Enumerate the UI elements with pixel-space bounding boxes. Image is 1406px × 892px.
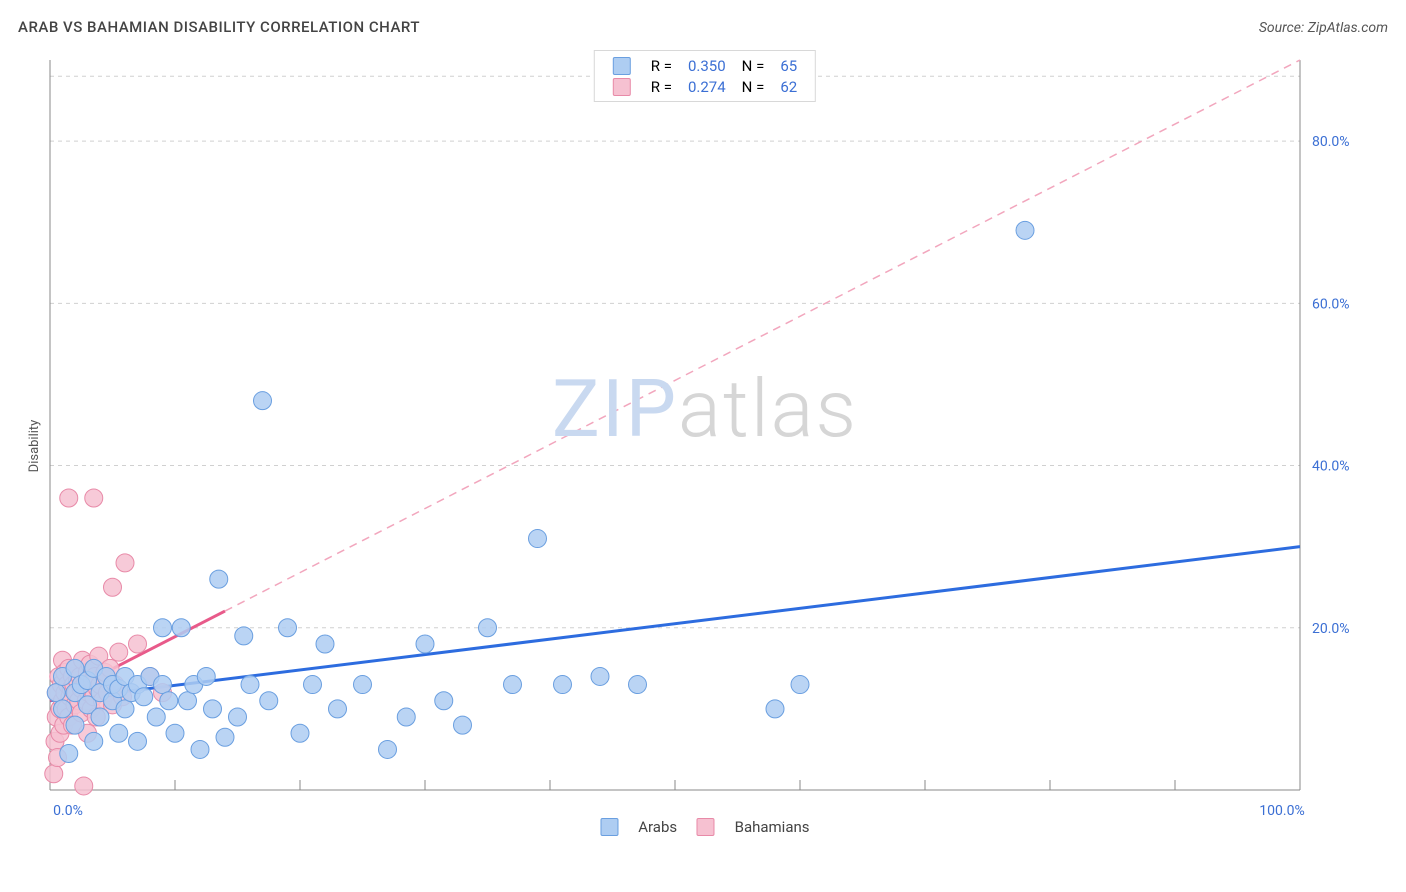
data-point [591,667,609,685]
data-point [116,700,134,718]
legend-swatch-arabs [600,818,618,836]
scatter-plot: ZIPatlas 20.0%40.0%60.0%80.0%0.0%100.0% … [40,50,1370,830]
r-value-arabs: 0.350 [680,55,734,76]
data-point [110,724,128,742]
data-point [216,728,234,746]
data-point [629,676,647,694]
header: ARAB VS BAHAMIAN DISABILITY CORRELATION … [18,18,1388,36]
data-point [154,619,172,637]
data-point [135,688,153,706]
data-point [210,570,228,588]
data-point [75,777,93,795]
data-point [60,745,78,763]
data-point [85,489,103,507]
data-point [116,554,134,572]
data-point [91,708,109,726]
chart-svg: 20.0% 40.0% 60.0% 80.0% 0.0% 100.0% [40,50,1370,830]
data-point [129,732,147,750]
data-point [166,724,184,742]
n-value-arabs: 65 [772,55,805,76]
data-point [110,643,128,661]
data-point [129,635,147,653]
data-point [766,700,784,718]
svg-text:0.0%: 0.0% [53,803,83,819]
data-point [147,708,165,726]
data-point [316,635,334,653]
n-value-bahamians: 62 [772,76,805,97]
data-point [354,676,372,694]
data-point [454,716,472,734]
data-point [291,724,309,742]
legend-row-bahamians: R = 0.274 N = 62 [605,76,805,97]
data-point [304,676,322,694]
svg-text:20.0%: 20.0% [1312,621,1350,637]
data-point [60,489,78,507]
data-point [329,700,347,718]
data-point [397,708,415,726]
legend-row-arabs: R = 0.350 N = 65 [605,55,805,76]
legend-swatch-bahamians [697,818,715,836]
data-point [229,708,247,726]
data-point [154,676,172,694]
data-point [254,392,272,410]
correlation-legend: R = 0.350 N = 65 R = 0.274 N = 62 [594,50,816,102]
data-point [379,740,397,758]
data-point [791,676,809,694]
data-point [179,692,197,710]
data-point [191,740,209,758]
data-point [45,765,63,783]
legend-label-bahamians: Bahamians [735,818,810,836]
svg-text:40.0%: 40.0% [1312,459,1350,475]
data-point [479,619,497,637]
legend-swatch-blue [613,57,631,75]
data-point [172,619,190,637]
data-point [435,692,453,710]
data-point [529,530,547,548]
r-value-bahamians: 0.274 [680,76,734,97]
data-point [104,578,122,596]
series-legend: Arabs Bahamians [592,817,817,836]
chart-title: ARAB VS BAHAMIAN DISABILITY CORRELATION … [18,18,420,36]
svg-text:60.0%: 60.0% [1312,296,1350,312]
data-point [1016,221,1034,239]
data-point [160,692,178,710]
data-point [204,700,222,718]
svg-text:80.0%: 80.0% [1312,134,1350,150]
source-attribution: Source: ZipAtlas.com [1259,20,1388,36]
data-point [54,700,72,718]
data-point [260,692,278,710]
legend-swatch-pink [613,78,631,96]
data-point [85,732,103,750]
legend-label-arabs: Arabs [638,818,677,836]
data-point [554,676,572,694]
data-point [197,667,215,685]
data-point [416,635,434,653]
svg-text:100.0%: 100.0% [1259,803,1304,819]
data-point [66,716,84,734]
data-point [241,676,259,694]
data-point [235,627,253,645]
data-point [279,619,297,637]
data-point [504,676,522,694]
data-point [47,684,65,702]
